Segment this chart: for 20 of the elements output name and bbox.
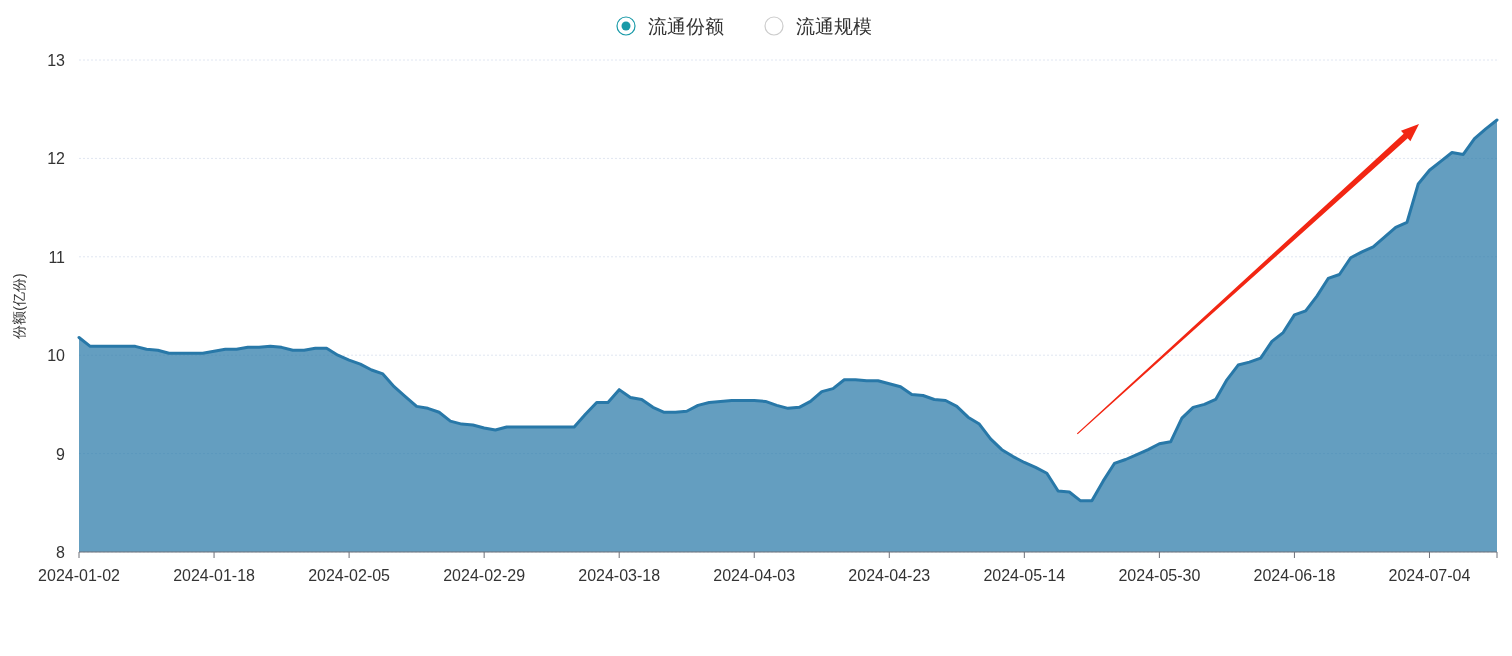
x-tick-label: 2024-03-18 [578,567,661,584]
y-tick-label: 13 [47,52,66,69]
x-tick-label: 2024-07-04 [1388,567,1471,584]
text: 流通份额 [648,16,724,37]
text: 流通规模 [796,16,872,37]
x-tick-label: 2024-05-14 [983,567,1066,584]
y-axis-title: 份额(亿份) [11,273,27,339]
x-tick-label: 2024-01-18 [173,567,256,584]
y-tick-label: 8 [56,544,66,561]
x-tick-label: 2024-05-30 [1118,567,1201,584]
x-tick-label: 2024-06-18 [1253,567,1336,584]
y-tick-label: 12 [47,150,66,168]
x-tick-label: 2024-04-03 [713,567,796,584]
y-tick-label: 10 [47,347,66,365]
y-tick-label: 11 [48,248,66,266]
x-tick-label: 2024-02-29 [443,567,526,584]
x-tick-label: 2024-04-23 [848,567,931,584]
y-tick-label: 9 [56,445,66,463]
x-tick-label: 2024-02-05 [308,567,391,584]
x-tick-label: 2024-01-02 [38,567,121,584]
